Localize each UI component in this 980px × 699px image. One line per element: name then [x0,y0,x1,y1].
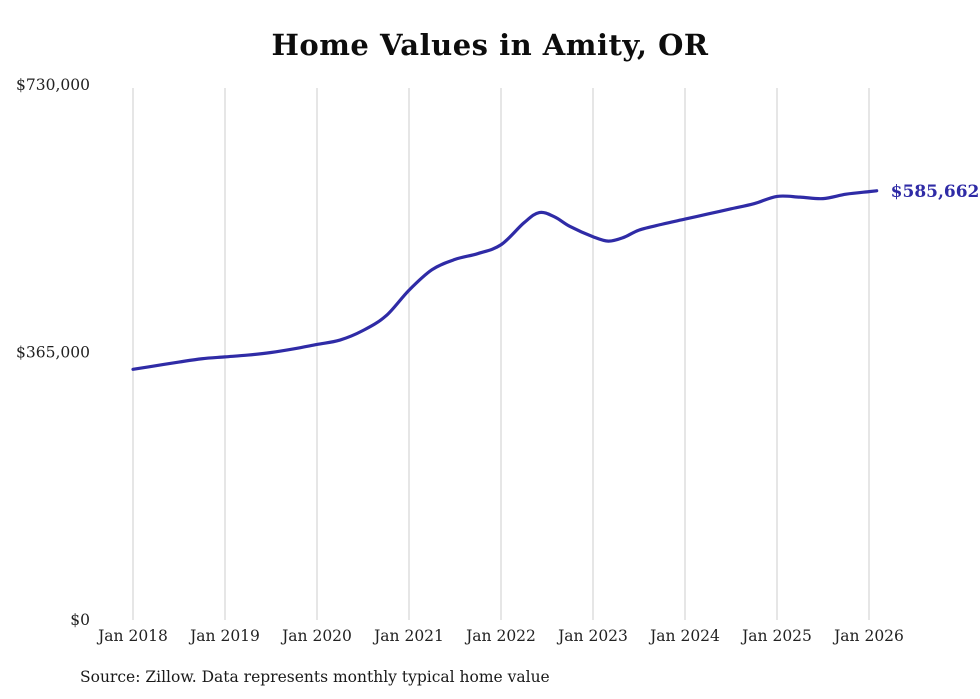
value-line [131,189,879,371]
y-tick-label: $730,000 [16,76,90,94]
end-value-label: $585,662 [891,182,980,202]
x-tick-label: Jan 2021 [372,627,444,645]
x-tick-label: Jan 2022 [464,627,536,645]
x-tick-label: Jan 2018 [96,627,168,645]
x-tick-label: Jan 2024 [648,627,720,645]
chart-title: Home Values in Amity, OR [271,28,709,62]
x-tick-label: Jan 2023 [556,627,628,645]
x-tick-label: Jan 2019 [188,627,260,645]
x-tick-label: Jan 2020 [280,627,352,645]
source-note: Source: Zillow. Data represents monthly … [80,668,550,686]
x-tick-label: Jan 2025 [740,627,812,645]
y-tick-label: $0 [70,611,90,629]
y-tick-label: $365,000 [16,344,90,362]
x-tick-label: Jan 2026 [832,627,904,645]
